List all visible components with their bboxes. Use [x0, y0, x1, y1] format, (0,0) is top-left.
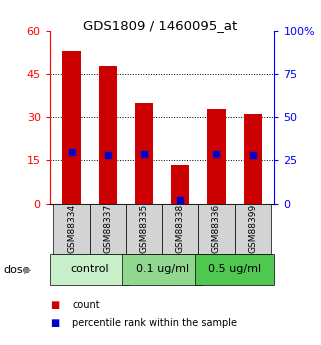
Text: ■: ■: [50, 318, 59, 327]
Bar: [235, 204, 271, 254]
Bar: [53, 204, 90, 254]
Bar: [126, 204, 162, 254]
Bar: [99, 66, 117, 204]
Text: 0.1 ug/ml: 0.1 ug/ml: [135, 264, 189, 274]
Bar: [198, 204, 235, 254]
Text: GSM88336: GSM88336: [212, 204, 221, 253]
Bar: [207, 109, 226, 204]
Text: GSM88399: GSM88399: [248, 204, 257, 253]
Text: GDS1809 / 1460095_at: GDS1809 / 1460095_at: [83, 19, 238, 32]
Text: 0.5 ug/ml: 0.5 ug/ml: [208, 264, 261, 274]
Text: count: count: [72, 300, 100, 310]
Bar: [90, 204, 126, 254]
Bar: [162, 204, 198, 254]
Text: GSM88334: GSM88334: [67, 204, 76, 253]
Text: ▶: ▶: [24, 265, 31, 275]
Bar: [122, 254, 202, 285]
Text: percentile rank within the sample: percentile rank within the sample: [72, 318, 237, 327]
Bar: [171, 165, 189, 204]
Text: GSM88335: GSM88335: [140, 204, 149, 253]
Bar: [135, 103, 153, 204]
Bar: [50, 254, 129, 285]
Text: dose: dose: [3, 265, 30, 275]
Bar: [63, 51, 81, 204]
Bar: [195, 254, 274, 285]
Text: GSM88337: GSM88337: [103, 204, 112, 253]
Text: GSM88338: GSM88338: [176, 204, 185, 253]
Text: ■: ■: [50, 300, 59, 310]
Bar: [244, 115, 262, 204]
Text: control: control: [70, 264, 109, 274]
